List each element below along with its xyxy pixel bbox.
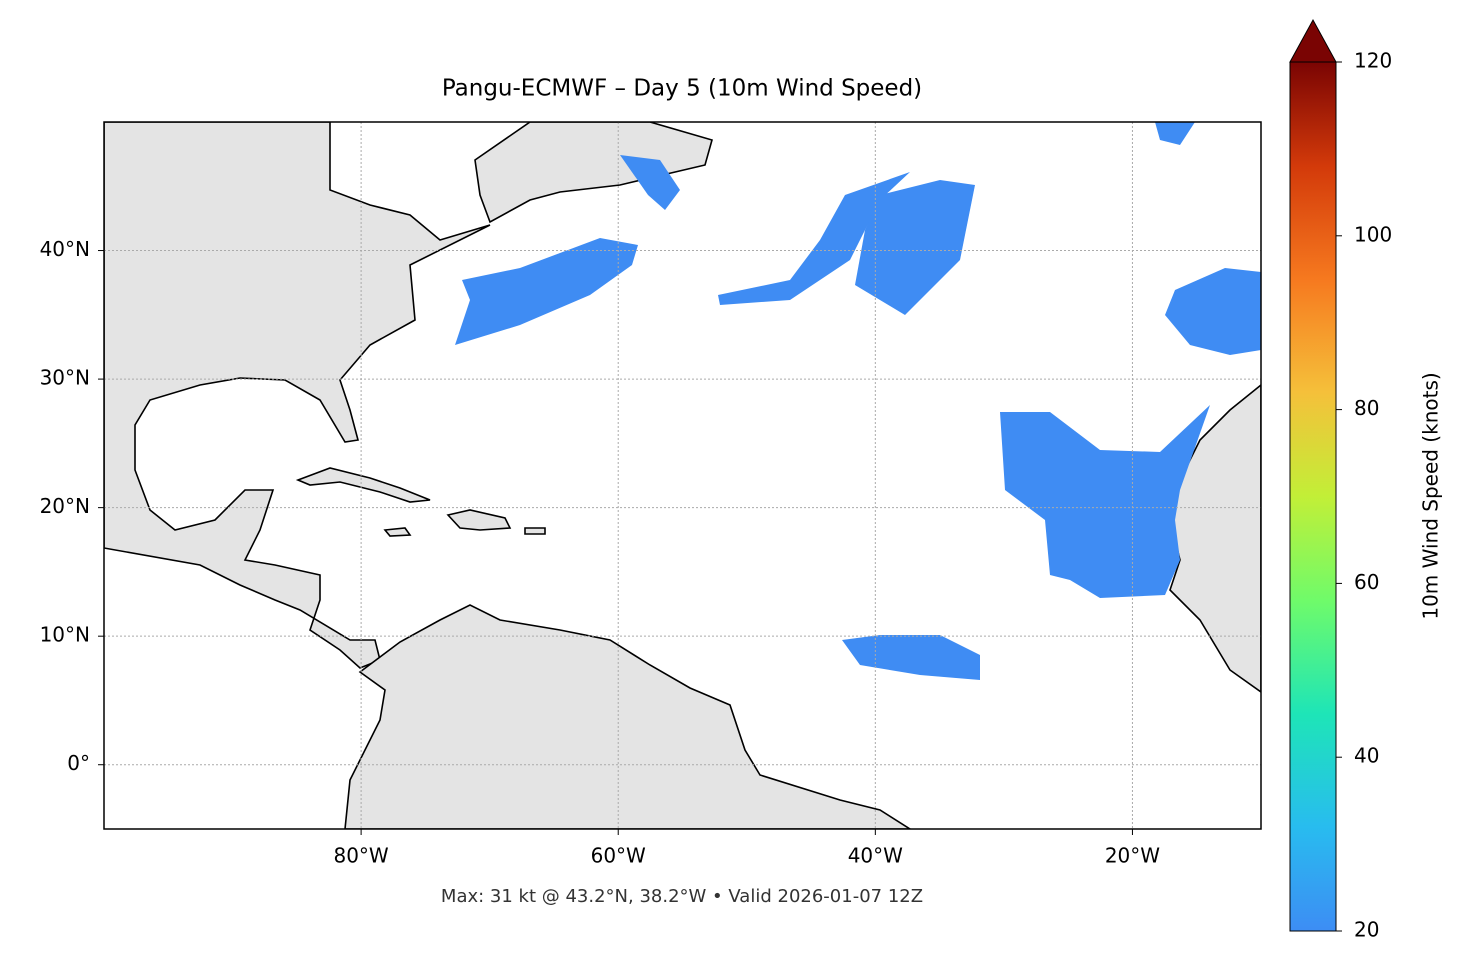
canada-east xyxy=(474,122,713,224)
north-america xyxy=(104,122,491,669)
y-tick-label: 20°N xyxy=(40,494,90,518)
footnote: Max: 31 kt @ 43.2°N, 38.2°W • Valid 2026… xyxy=(441,886,923,907)
map xyxy=(104,122,1261,829)
x-tick-label: 80°W xyxy=(333,844,388,868)
x-tick-label: 40°W xyxy=(848,844,903,868)
gridlines xyxy=(104,122,1261,829)
plot-frame xyxy=(103,121,1262,830)
wind-area xyxy=(1000,405,1210,598)
jamaica xyxy=(383,527,412,537)
colorbar-tick-label: 120 xyxy=(1354,49,1392,73)
wind-area xyxy=(855,180,975,315)
colorbar-tick-label: 60 xyxy=(1354,570,1379,594)
wind-area xyxy=(718,172,910,305)
x-tick-label: 20°W xyxy=(1105,844,1160,868)
hispaniola xyxy=(446,509,512,531)
y-tick-label: 0° xyxy=(67,751,90,775)
y-tick-label: 30°N xyxy=(40,366,90,390)
y-tick-label: 10°N xyxy=(40,623,90,647)
wind-area xyxy=(1165,268,1261,355)
south-america xyxy=(344,604,912,829)
x-tick-label: 60°W xyxy=(591,844,646,868)
colorbar-tick-label: 20 xyxy=(1354,918,1379,942)
colorbar-extend xyxy=(1289,18,1337,63)
colorbar xyxy=(1289,61,1337,932)
colorbar-label: 10m Wind Speed (knots) xyxy=(1419,372,1443,619)
wind-area xyxy=(1155,122,1195,145)
wind-area xyxy=(842,635,980,680)
chart-title: Pangu-ECMWF – Day 5 (10m Wind Speed) xyxy=(442,76,922,102)
cuba xyxy=(295,467,431,503)
colorbar-tick-label: 100 xyxy=(1354,222,1392,246)
wind-area xyxy=(455,238,638,345)
puerto-rico xyxy=(524,527,546,535)
y-tick-label: 40°N xyxy=(40,237,90,261)
wind-area xyxy=(620,155,680,210)
colorbar-tick-label: 40 xyxy=(1354,744,1379,768)
colorbar-tick-label: 80 xyxy=(1354,396,1379,420)
